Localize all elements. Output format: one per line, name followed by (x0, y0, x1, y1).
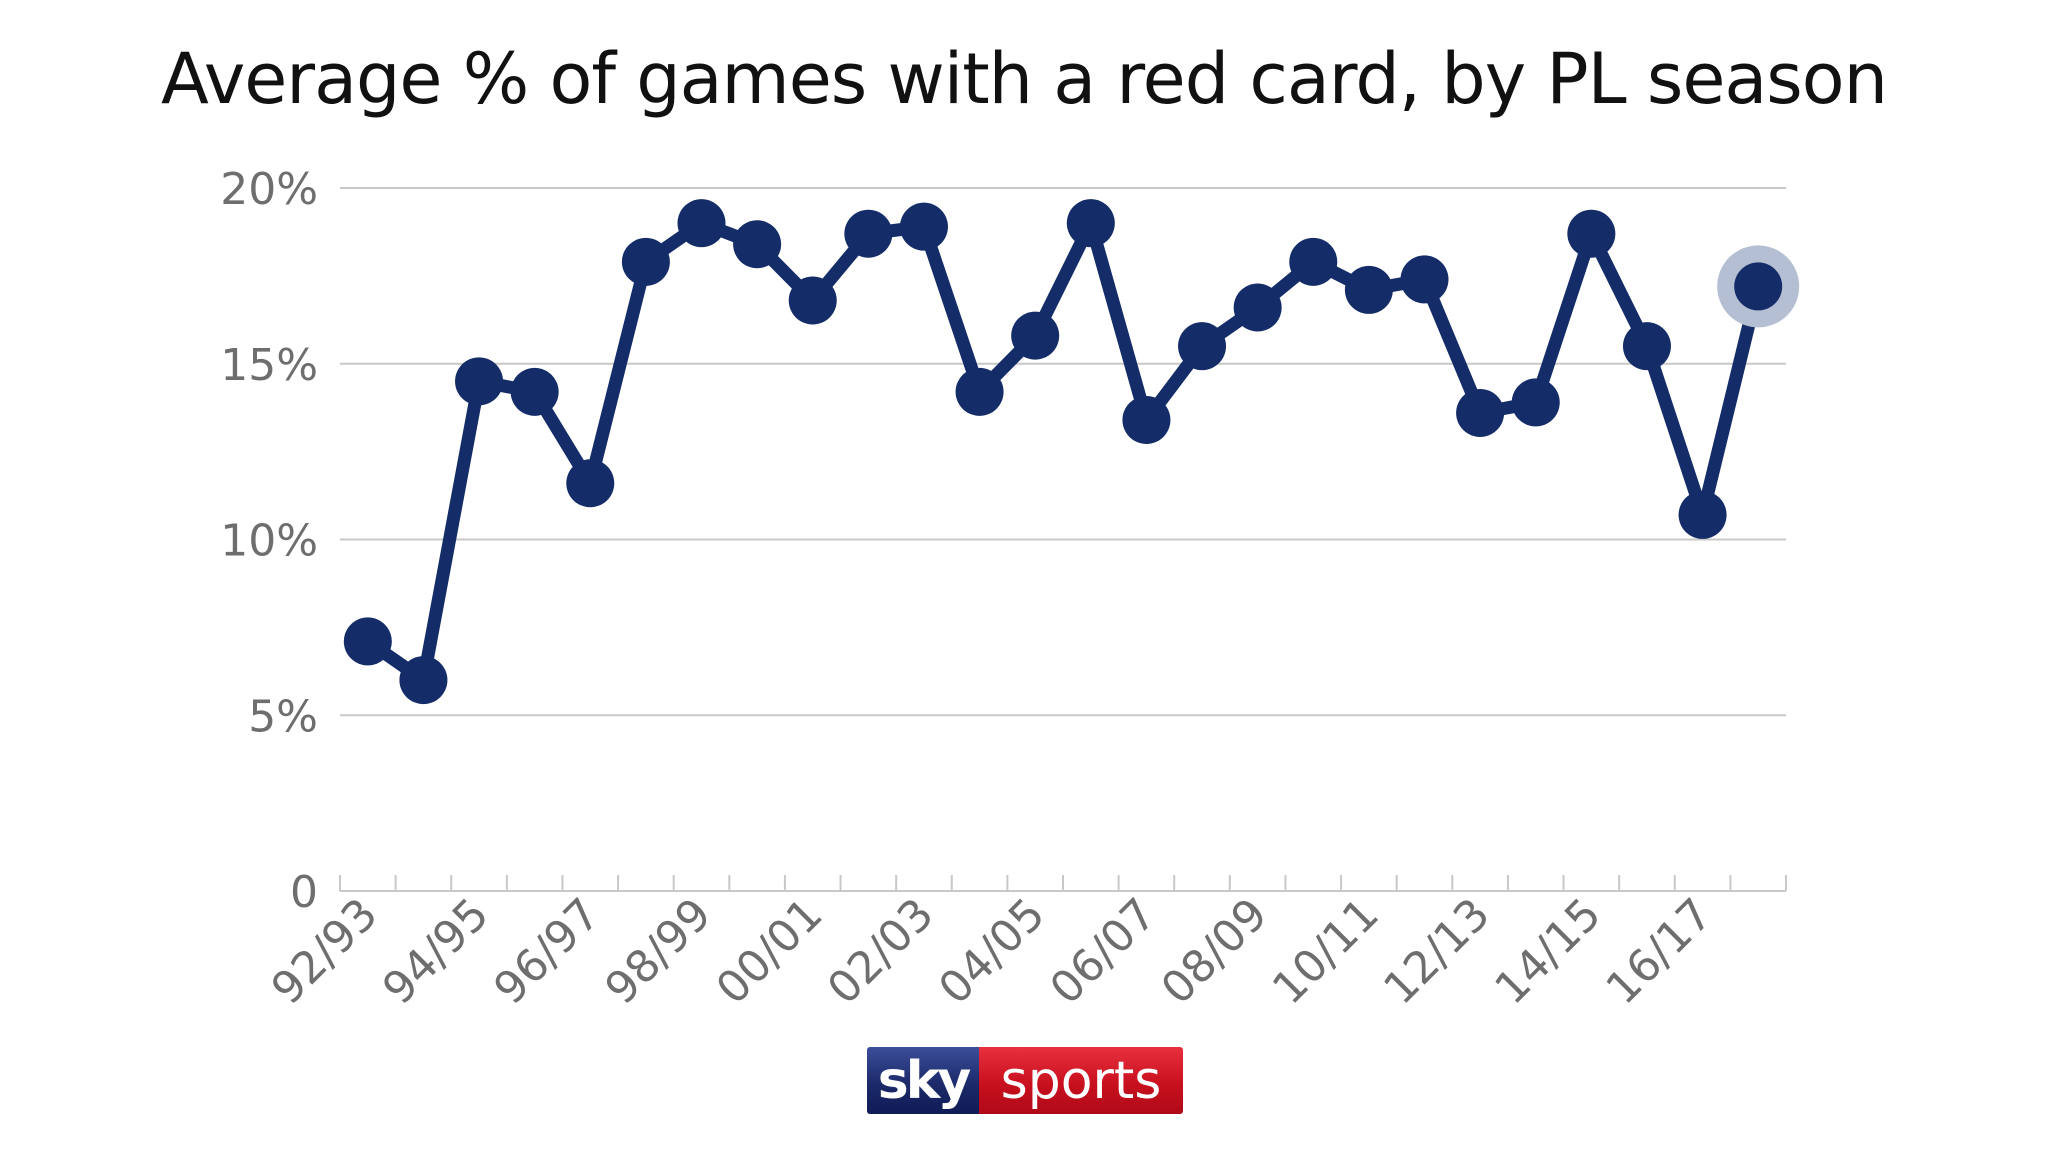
x-tick-label: 92/93 (262, 889, 388, 1015)
data-point (788, 276, 837, 325)
data-point (1178, 322, 1227, 371)
data-point (733, 220, 782, 269)
data-point (1734, 262, 1783, 311)
data-point (1122, 395, 1171, 444)
data-point (1011, 311, 1060, 360)
data-point (510, 367, 559, 416)
x-tick-label: 16/17 (1597, 889, 1723, 1015)
y-tick-label: 15% (220, 340, 318, 391)
data-point (1456, 388, 1505, 437)
y-tick-label: 0 (290, 867, 318, 918)
x-tick-label: 02/03 (818, 889, 944, 1015)
x-tick-label: 12/13 (1374, 889, 1500, 1015)
x-tick-label: 96/97 (484, 889, 610, 1015)
x-tick-label: 06/07 (1040, 889, 1166, 1015)
data-point (1289, 237, 1338, 286)
data-point (455, 357, 504, 406)
data-point (1400, 255, 1449, 304)
data-point (677, 199, 726, 248)
data-point (1066, 199, 1115, 248)
data-point (1344, 265, 1393, 314)
data-point (1622, 322, 1671, 371)
x-tick-label: 98/99 (596, 889, 722, 1015)
data-point (566, 459, 615, 508)
data-point (844, 209, 893, 258)
y-tick-label: 20% (220, 164, 318, 215)
x-tick-label: 04/05 (929, 889, 1055, 1015)
data-point (1233, 283, 1282, 332)
x-tick-label: 94/95 (373, 889, 499, 1015)
x-tick-label: 10/11 (1263, 889, 1389, 1015)
sky-sports-logo: sky sports (867, 1047, 1183, 1114)
x-tick-label: 08/09 (1152, 889, 1278, 1015)
logo-sky: sky (867, 1047, 979, 1114)
series-line (364, 216, 1765, 687)
logo-sports: sports (979, 1047, 1183, 1114)
data-point (399, 656, 448, 705)
y-tick-label: 5% (248, 691, 318, 742)
x-tick-label: 14/15 (1485, 889, 1611, 1015)
data-point (621, 237, 670, 286)
y-tick-label: 10% (220, 516, 318, 567)
x-tick-label: 00/01 (707, 889, 833, 1015)
data-point (899, 202, 948, 251)
chart-title: Average % of games with a red card, by P… (161, 38, 1888, 120)
data-point (1678, 490, 1727, 539)
data-point (343, 617, 392, 666)
data-point (1567, 209, 1616, 258)
data-point (1511, 378, 1560, 427)
data-point (955, 367, 1004, 416)
